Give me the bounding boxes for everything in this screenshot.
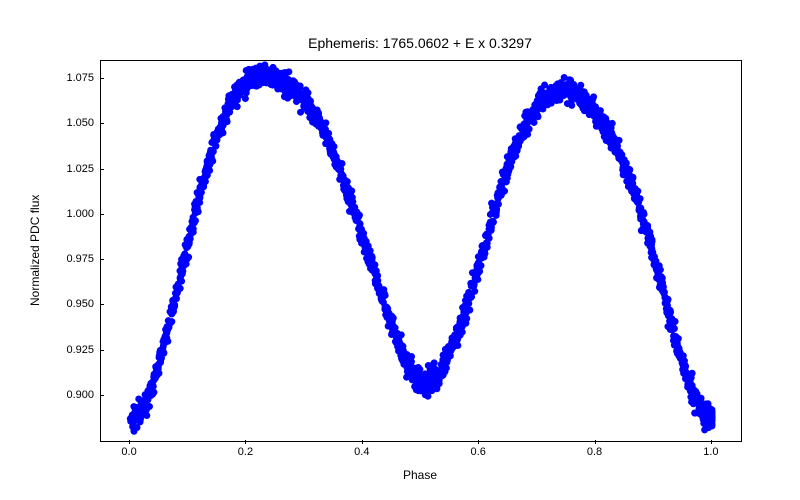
y-tick-label: 0.950	[66, 298, 94, 310]
figure: Ephemeris: 1765.0602 + E x 0.3297 Normal…	[0, 0, 800, 500]
y-tick-label: 0.925	[66, 344, 94, 356]
y-tick-mark	[100, 169, 104, 170]
y-tick-label: 1.025	[66, 163, 94, 175]
x-tick-label: 0.8	[587, 446, 602, 458]
axes-area	[100, 60, 742, 442]
y-tick-mark	[100, 304, 104, 305]
y-tick-label: 1.000	[66, 208, 94, 220]
y-tick-mark	[100, 395, 104, 396]
y-axis-label: Normalized PDC flux	[28, 60, 42, 440]
x-tick-mark	[595, 440, 596, 444]
x-axis-label: Phase	[100, 468, 740, 482]
x-tick-mark	[711, 440, 712, 444]
x-tick-label: 1.0	[703, 446, 718, 458]
x-tick-label: 0.4	[354, 446, 369, 458]
y-tick-mark	[100, 214, 104, 215]
x-tick-label: 0.6	[471, 446, 486, 458]
y-tick-mark	[100, 350, 104, 351]
y-tick-mark	[100, 78, 104, 79]
y-tick-label: 0.900	[66, 389, 94, 401]
chart-title: Ephemeris: 1765.0602 + E x 0.3297	[100, 35, 740, 51]
x-tick-mark	[245, 440, 246, 444]
y-tick-mark	[100, 123, 104, 124]
y-tick-mark	[100, 259, 104, 260]
y-tick-label: 0.975	[66, 253, 94, 265]
y-tick-label: 1.075	[66, 72, 94, 84]
x-tick-mark	[478, 440, 479, 444]
x-tick-mark	[129, 440, 130, 444]
y-tick-label: 1.050	[66, 117, 94, 129]
x-tick-label: 0.0	[121, 446, 136, 458]
x-tick-mark	[362, 440, 363, 444]
x-tick-label: 0.2	[238, 446, 253, 458]
scatter-plot	[101, 61, 741, 441]
